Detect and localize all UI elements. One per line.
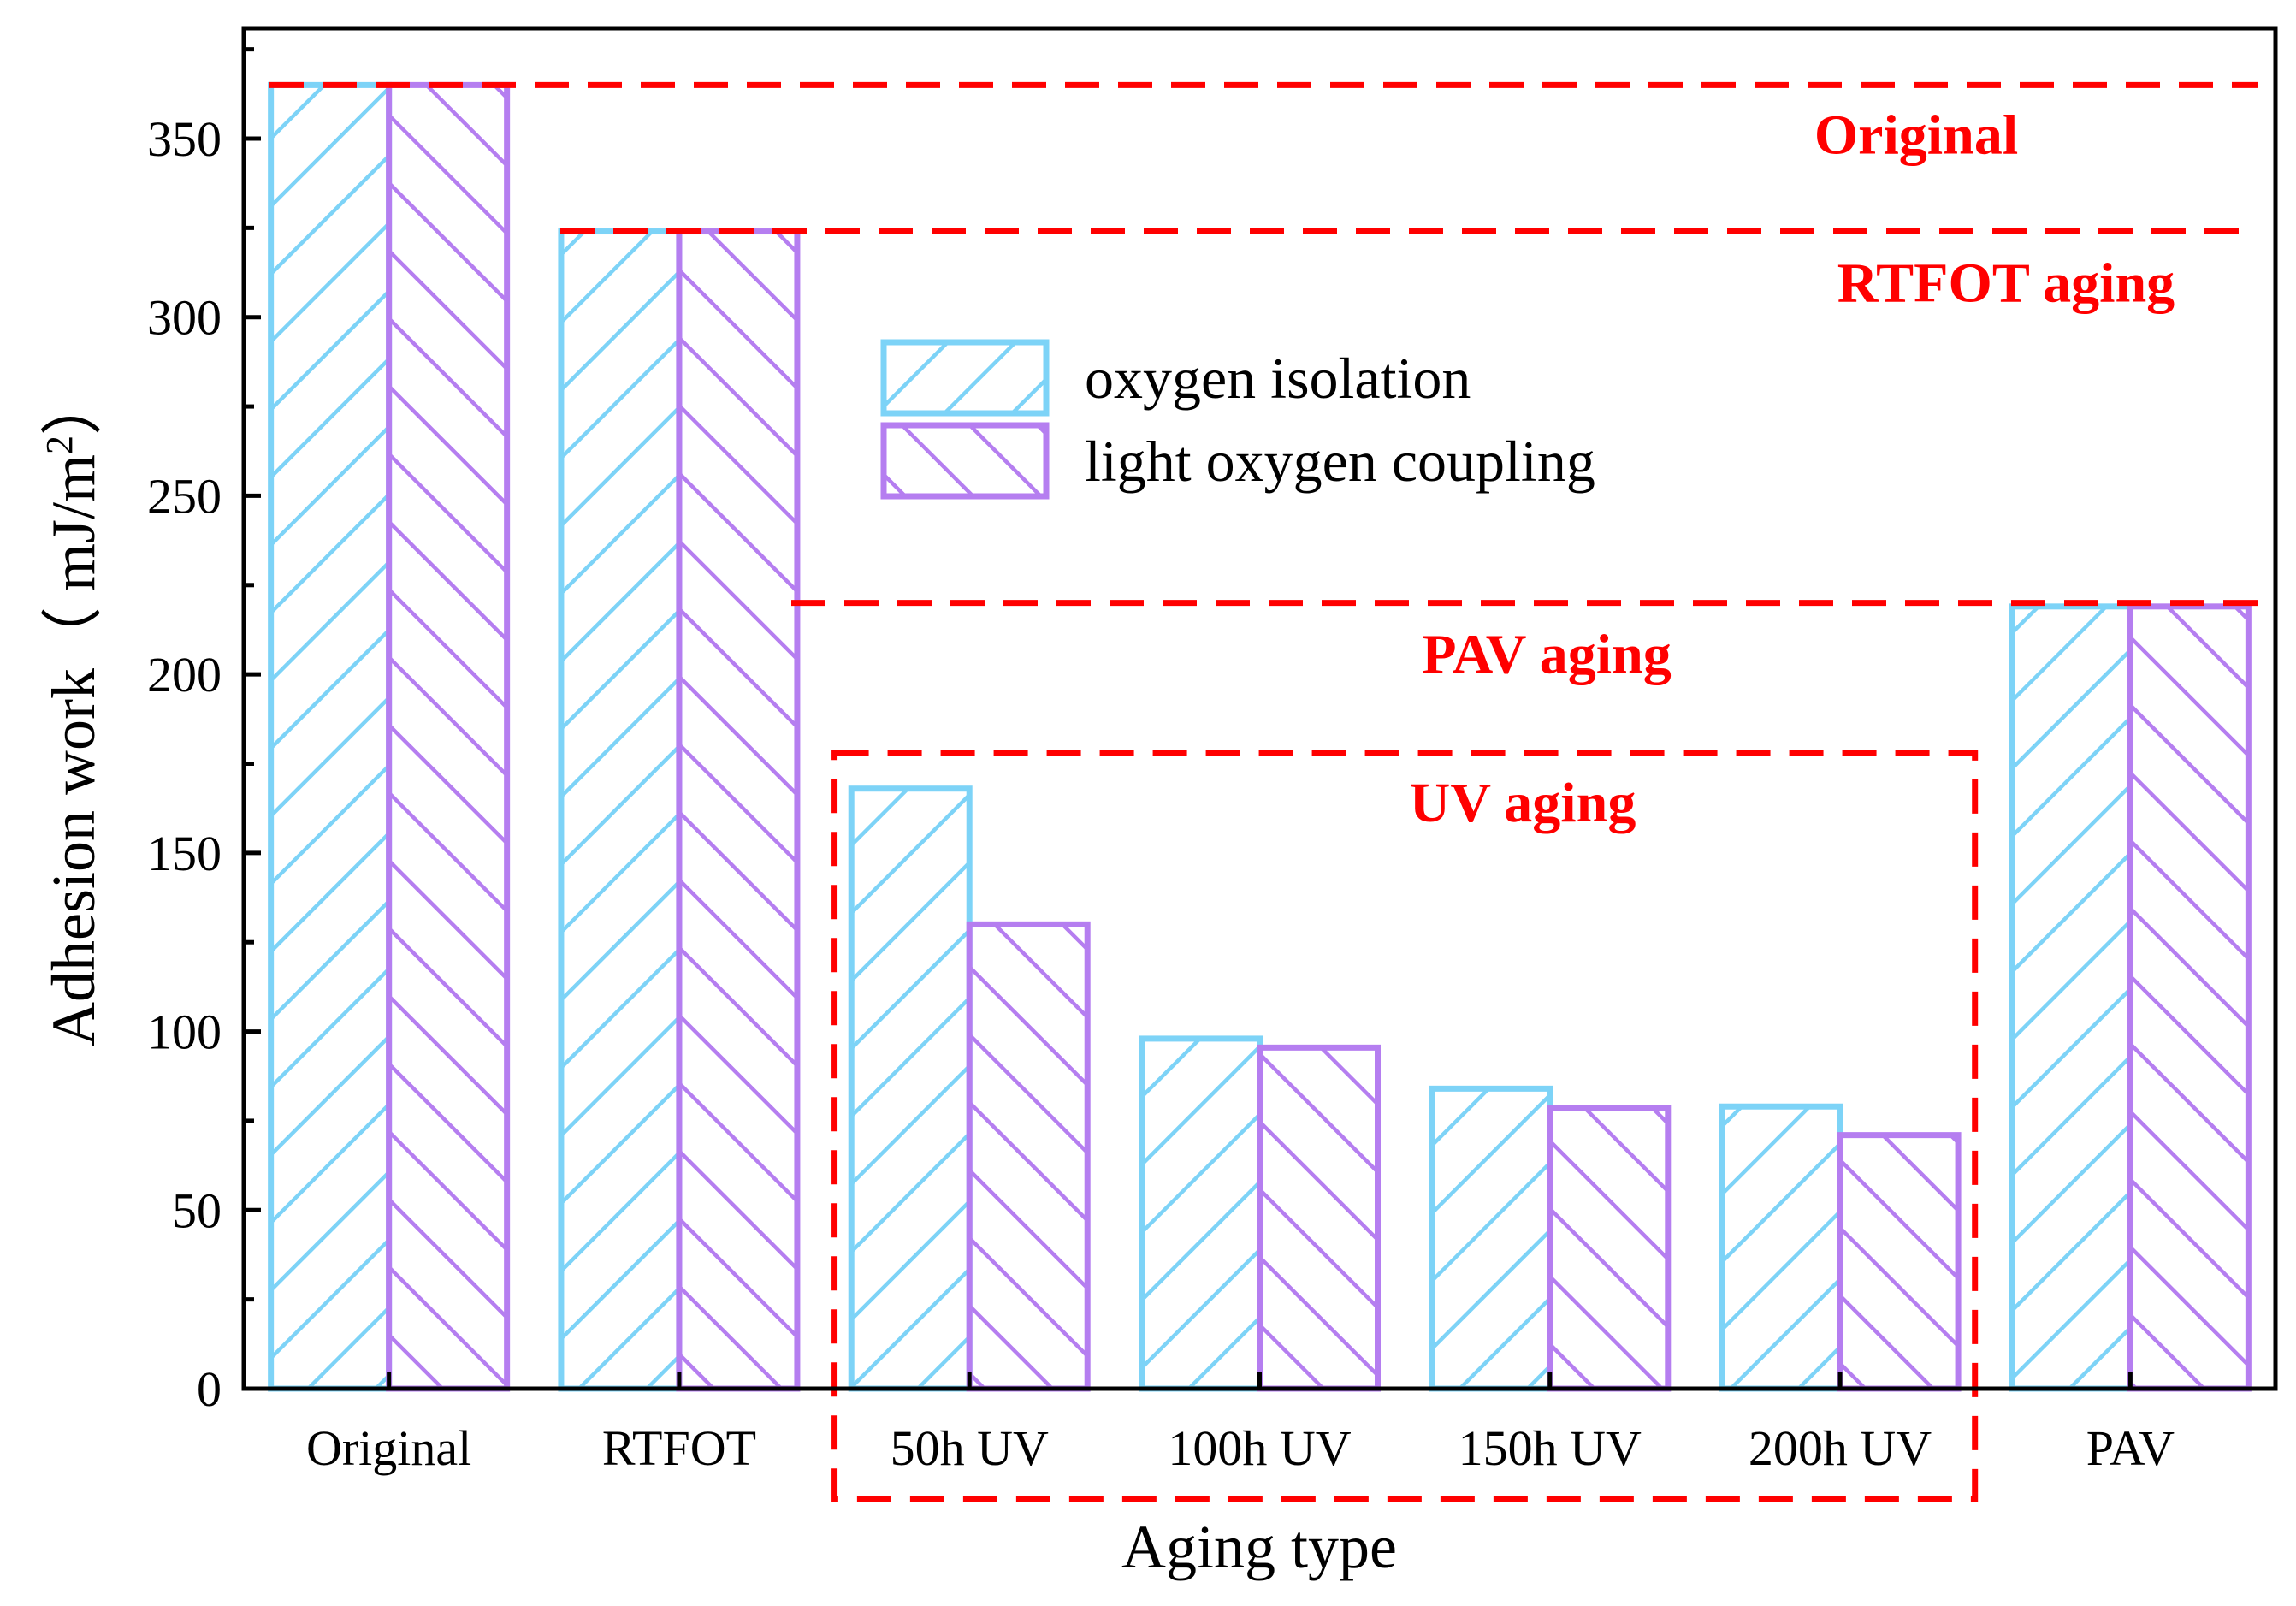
x-tick-label-original: Original: [306, 1420, 471, 1476]
bar-light-oxygen-coupling-150h-uv: [1547, 1105, 1672, 1392]
bar-oxygen-isolation-rtfot: [558, 228, 683, 1392]
reference-label-rtfot-aging: RTFOT aging: [1837, 252, 2175, 315]
bar-oxygen-isolation-50h-uv: [848, 785, 973, 1392]
y-tick-label-100: 100: [147, 1004, 222, 1060]
uv-aging-group-box: [831, 750, 1979, 1502]
x-tick-label-100h-uv: 100h UV: [1168, 1420, 1351, 1476]
legend-item-oxygen-isolation: oxygen isolation: [880, 339, 1471, 417]
legend: oxygen isolation light oxygen coupling: [880, 339, 1595, 500]
y-tick-label-0: 0: [197, 1361, 222, 1417]
legend-label-light-oxygen-coupling: light oxygen coupling: [1085, 429, 1595, 494]
legend-swatch-light-oxygen-coupling: [880, 422, 1050, 500]
bar-light-oxygen-coupling-original: [386, 81, 511, 1392]
legend-label-oxygen-isolation: oxygen isolation: [1085, 346, 1471, 411]
y-axis-title-close: ）: [39, 374, 108, 436]
reference-label-pav-aging: PAV aging: [1422, 624, 1672, 686]
bar-oxygen-isolation-100h-uv: [1139, 1035, 1263, 1392]
x-axis: Original RTFOT 50h UV 100h UV 150h UV 200h UV…: [306, 1372, 2175, 1476]
y-tick-label-150: 150: [147, 826, 222, 881]
legend-swatch-oxygen-isolation: [880, 339, 1050, 417]
y-tick-label-250: 250: [147, 468, 222, 524]
y-axis-title: Adhesion work（ mJ/m2）: [38, 374, 108, 1046]
y-tick-label-200: 200: [147, 647, 222, 702]
reference-label-original: Original: [1814, 104, 2018, 166]
bar-oxygen-isolation-original: [268, 81, 393, 1392]
x-axis-title: Aging type: [1121, 1513, 1397, 1581]
bar-light-oxygen-coupling-50h-uv: [966, 921, 1091, 1392]
bar-light-oxygen-coupling-100h-uv: [1257, 1044, 1381, 1392]
legend-item-light-oxygen-coupling: light oxygen coupling: [880, 422, 1595, 500]
y-tick-label-300: 300: [147, 290, 222, 346]
bar-light-oxygen-coupling-pav: [2127, 603, 2252, 1392]
x-tick-label-150h-uv: 150h UV: [1459, 1420, 1642, 1476]
bar-oxygen-isolation-200h-uv: [1719, 1103, 1843, 1392]
bar-oxygen-isolation-150h-uv: [1429, 1085, 1553, 1392]
bar-light-oxygen-coupling-rtfot: [676, 228, 801, 1392]
x-tick-label-rtfot: RTFOT: [602, 1420, 756, 1476]
y-tick-label-350: 350: [147, 111, 222, 167]
y-axis-title-sup: 2: [38, 436, 80, 454]
bar-light-oxygen-coupling-200h-uv: [1837, 1132, 1962, 1392]
x-tick-label-pav: PAV: [2086, 1420, 2175, 1476]
bar-oxygen-isolation-pav: [2009, 603, 2133, 1392]
x-tick-label-50h-uv: 50h UV: [891, 1420, 1049, 1476]
y-axis-title-main: Adhesion work（ mJ/m: [39, 454, 108, 1046]
y-tick-label-50: 50: [172, 1182, 222, 1238]
y-axis: 0 50 100 150 200 250 300 350: [147, 47, 261, 1417]
reference-lines-layer: Original RTFOT aging PAV aging UV aging: [269, 81, 2258, 1502]
x-tick-label-200h-uv: 200h UV: [1749, 1420, 1932, 1476]
uv-aging-group-label: UV aging: [1410, 772, 1636, 834]
